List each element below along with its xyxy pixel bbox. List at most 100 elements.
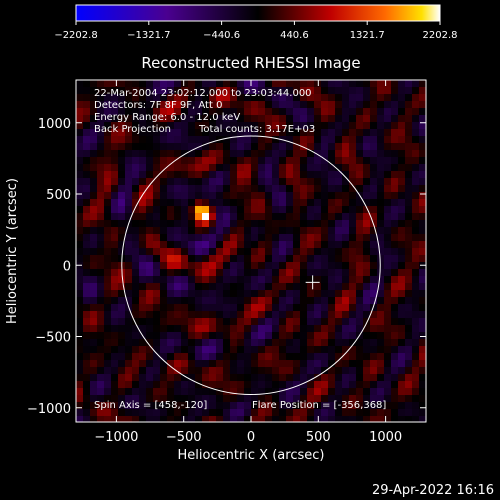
heatmap-cell: [419, 171, 426, 179]
heatmap-cell: [216, 346, 224, 354]
heatmap-cell: [125, 353, 133, 361]
heatmap-cell: [104, 276, 112, 284]
heatmap-cell: [139, 101, 147, 109]
heatmap-cell: [349, 311, 357, 319]
heatmap-cell: [349, 353, 357, 361]
annotation-detectors: Detectors: 7F 8F 9F, Att 0: [94, 100, 222, 111]
heatmap-cell: [356, 290, 364, 298]
heatmap-cell: [349, 234, 357, 242]
heatmap-cell: [384, 388, 392, 396]
heatmap-cell: [314, 332, 322, 340]
heatmap-cell: [377, 164, 385, 172]
heatmap-cell: [209, 374, 217, 382]
heatmap-cell: [377, 185, 385, 193]
heatmap-cell: [377, 136, 385, 144]
heatmap-cell: [377, 206, 385, 214]
heatmap-cell: [342, 122, 350, 130]
heatmap-cell: [118, 297, 126, 305]
heatmap-cell: [349, 395, 357, 403]
heatmap-cell: [244, 192, 252, 200]
heatmap-cell: [405, 283, 413, 291]
heatmap-cell: [405, 409, 413, 417]
heatmap-cell: [328, 255, 336, 263]
heatmap-cell: [83, 297, 91, 305]
heatmap-cell: [139, 122, 147, 130]
heatmap-cell: [97, 220, 105, 228]
heatmap-cell: [209, 276, 217, 284]
heatmap-cell: [349, 157, 357, 165]
heatmap-cell: [160, 157, 168, 165]
heatmap-cell: [181, 297, 189, 305]
heatmap-cell: [377, 346, 385, 354]
heatmap-cell: [90, 192, 98, 200]
heatmap-cell: [307, 409, 315, 417]
heatmap-cell: [146, 346, 154, 354]
heatmap-cell: [237, 395, 245, 403]
heatmap-cell: [97, 262, 105, 270]
heatmap-cell: [405, 381, 413, 389]
heatmap-cell: [370, 101, 378, 109]
heatmap-cell: [412, 318, 420, 326]
heatmap-cell: [251, 325, 259, 333]
heatmap-cell: [118, 325, 126, 333]
heatmap-cell: [160, 262, 168, 270]
heatmap-cell: [300, 262, 308, 270]
heatmap-cell: [321, 136, 329, 144]
heatmap-cell: [335, 402, 343, 410]
heatmap-cell: [174, 129, 182, 137]
heatmap-cell: [174, 157, 182, 165]
heatmap-cell: [223, 283, 231, 291]
heatmap-cell: [188, 150, 196, 158]
heatmap-cell: [202, 346, 210, 354]
heatmap-cell: [153, 94, 161, 102]
heatmap-cell: [76, 227, 84, 235]
heatmap-cell: [97, 115, 105, 123]
heatmap-cell: [391, 150, 399, 158]
heatmap-cell: [132, 304, 140, 312]
heatmap-cell: [258, 234, 266, 242]
heatmap-cell: [412, 157, 420, 165]
heatmap-cell: [237, 234, 245, 242]
heatmap-cell: [209, 199, 217, 207]
heatmap-cell: [146, 185, 154, 193]
heatmap-cell: [307, 108, 315, 116]
heatmap-cell: [363, 87, 371, 95]
heatmap-cell: [370, 108, 378, 116]
heatmap-cell: [328, 381, 336, 389]
heatmap-cell: [111, 283, 119, 291]
heatmap-cell: [146, 171, 154, 179]
heatmap-cell: [118, 290, 126, 298]
heatmap-cell: [307, 80, 315, 88]
heatmap-cell: [356, 227, 364, 235]
heatmap-cell: [111, 94, 119, 102]
heatmap-cell: [258, 290, 266, 298]
heatmap-cell: [132, 332, 140, 340]
heatmap-cell: [244, 332, 252, 340]
heatmap-cell: [342, 213, 350, 221]
heatmap-cell: [174, 234, 182, 242]
heatmap-cell: [237, 297, 245, 305]
heatmap-cell: [412, 269, 420, 277]
heatmap-cell: [125, 276, 133, 284]
heatmap-cell: [111, 101, 119, 109]
heatmap-cell: [405, 171, 413, 179]
heatmap-cell: [251, 353, 259, 361]
heatmap-cell: [279, 409, 287, 417]
heatmap-cell: [279, 108, 287, 116]
annotation-method: Back Projection: [94, 124, 171, 135]
heatmap-cell: [111, 297, 119, 305]
heatmap-cell: [216, 339, 224, 347]
heatmap-cell: [153, 311, 161, 319]
heatmap-cell: [265, 192, 273, 200]
heatmap-cell: [384, 220, 392, 228]
heatmap-cell: [244, 416, 252, 422]
heatmap-cell: [181, 178, 189, 186]
heatmap-cell: [202, 227, 210, 235]
heatmap-cell: [321, 227, 329, 235]
heatmap-cell: [391, 318, 399, 326]
heatmap-cell: [202, 325, 210, 333]
heatmap-cell: [314, 157, 322, 165]
heatmap-cell: [216, 395, 224, 403]
heatmap-cell: [342, 101, 350, 109]
heatmap-cell: [237, 164, 245, 172]
